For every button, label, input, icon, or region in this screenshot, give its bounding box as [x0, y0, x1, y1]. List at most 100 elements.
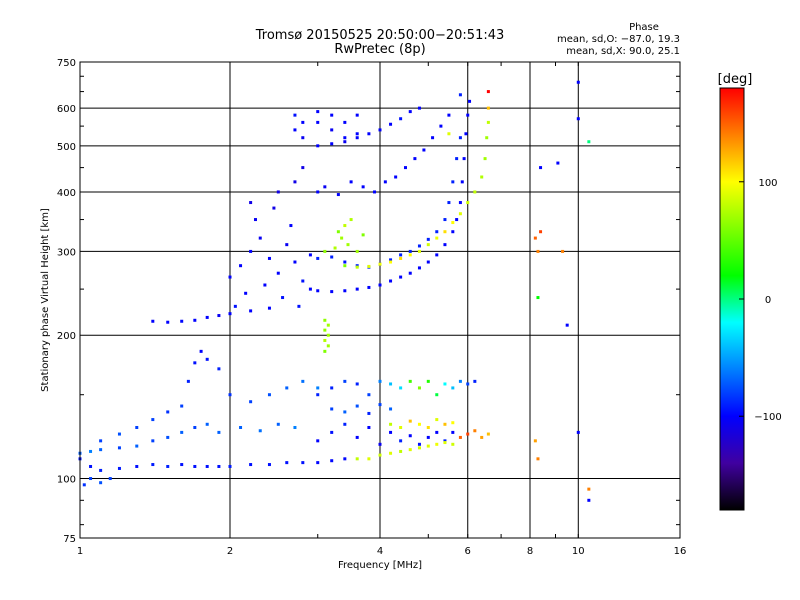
echo-point — [378, 453, 382, 457]
echo-point — [323, 249, 327, 253]
echo-point — [330, 407, 334, 411]
y-tick-label: 300 — [57, 247, 76, 258]
echo-point — [333, 246, 337, 250]
echo-point — [346, 243, 350, 247]
echo-point — [403, 166, 407, 170]
echo-point — [447, 113, 451, 117]
echo-point — [458, 93, 462, 97]
echo-point — [389, 422, 393, 426]
echo-point — [217, 367, 221, 371]
colorbar-label: [deg] — [718, 72, 753, 87]
echo-point — [258, 429, 262, 433]
echo-point — [486, 432, 490, 436]
echo-point — [473, 190, 477, 194]
echo-point — [447, 132, 451, 136]
echo-point — [426, 444, 430, 448]
echo-point — [435, 230, 439, 234]
echo-point — [435, 236, 439, 240]
echo-point — [267, 463, 271, 467]
colorbar: 100 0 −100 — [719, 87, 782, 511]
echo-point — [289, 224, 293, 228]
echo-point — [458, 435, 462, 439]
echo-point — [367, 425, 371, 429]
echo-point — [285, 386, 289, 390]
echo-point — [426, 243, 430, 247]
echo-point — [378, 262, 382, 266]
x-tick-label: 16 — [674, 546, 687, 557]
echo-point — [426, 237, 430, 241]
echo-point — [316, 256, 320, 260]
echo-point — [239, 264, 243, 268]
phase-box-title: Phase — [629, 22, 659, 33]
echo-point — [426, 260, 430, 264]
echo-point — [576, 80, 580, 84]
echo-point — [451, 386, 455, 390]
echo-point — [408, 419, 412, 423]
echo-point — [301, 136, 305, 140]
echo-point — [205, 422, 209, 426]
echo-point — [343, 379, 347, 383]
echo-point — [539, 230, 543, 234]
echo-point — [486, 106, 490, 110]
echo-point — [389, 122, 393, 126]
echo-point — [458, 379, 462, 383]
echo-point — [343, 457, 347, 461]
echo-point — [151, 319, 155, 323]
echo-point — [316, 120, 320, 124]
echo-point — [330, 290, 334, 294]
echo-point — [483, 157, 487, 161]
echo-point — [228, 393, 232, 397]
echo-point — [323, 338, 327, 342]
echo-point — [443, 422, 447, 426]
echo-point — [82, 483, 86, 487]
echo-point — [408, 110, 412, 114]
echo-point — [455, 218, 459, 222]
echo-point — [326, 333, 330, 337]
echo-point — [330, 142, 334, 146]
echo-point — [228, 275, 232, 279]
echo-point — [480, 175, 484, 179]
echo-point — [426, 379, 430, 383]
echo-point — [533, 439, 537, 443]
echo-point — [451, 421, 455, 425]
echo-point — [565, 323, 569, 327]
echo-point — [576, 430, 580, 434]
echo-point — [426, 435, 430, 439]
echo-point — [435, 393, 439, 397]
echo-point — [408, 379, 412, 383]
echo-point — [417, 244, 421, 248]
echo-point — [193, 425, 197, 429]
echo-point — [458, 136, 462, 140]
y-tick-label: 600 — [57, 104, 76, 115]
echo-point — [378, 379, 382, 383]
chart-title: Tromsø 20150525 20:50:00−20:51:43 — [255, 28, 505, 43]
echo-point — [293, 260, 297, 264]
echo-point — [536, 249, 540, 253]
echo-point — [330, 430, 334, 434]
echo-point — [326, 323, 330, 327]
echo-point — [462, 157, 466, 161]
echo-point — [186, 379, 190, 383]
echo-point — [399, 425, 403, 429]
echo-point — [485, 136, 489, 140]
echo-point — [367, 132, 371, 136]
x-tick-label: 4 — [377, 546, 383, 557]
echo-point — [533, 236, 537, 240]
echo-point — [426, 425, 430, 429]
echo-point — [199, 349, 203, 353]
echo-point — [355, 404, 359, 408]
phase-box-x-mode: mean, sd,X: 90.0, 25.1 — [566, 46, 680, 57]
colorbar-tick-label: −100 — [754, 412, 781, 423]
echo-point — [276, 271, 280, 275]
echo-point — [443, 218, 447, 222]
echo-point — [89, 477, 93, 481]
echo-point — [399, 439, 403, 443]
echo-point — [323, 185, 327, 189]
echo-point — [349, 218, 353, 222]
echo-point — [458, 201, 462, 205]
echo-point — [316, 144, 320, 148]
echo-point — [355, 132, 359, 136]
echo-point — [308, 253, 312, 257]
echo-point — [361, 185, 365, 189]
